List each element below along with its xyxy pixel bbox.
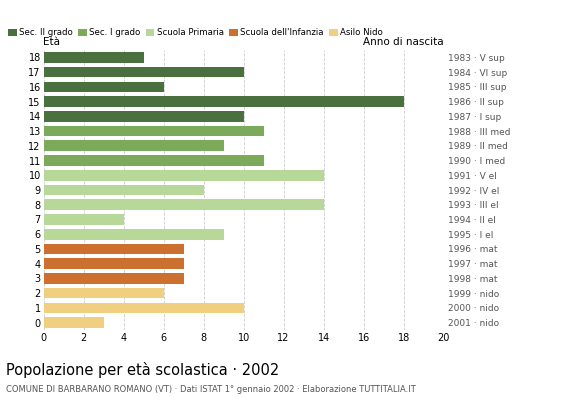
Bar <box>44 229 224 240</box>
Bar <box>44 52 144 63</box>
Text: Anno di nascita: Anno di nascita <box>363 37 444 47</box>
Bar <box>44 200 324 210</box>
Bar <box>44 288 164 298</box>
Bar <box>44 258 184 269</box>
Bar <box>44 214 124 225</box>
Bar <box>44 96 404 107</box>
Bar <box>44 317 103 328</box>
Bar <box>44 185 204 195</box>
Bar <box>44 170 324 180</box>
Legend: Sec. II grado, Sec. I grado, Scuola Primaria, Scuola dell'Infanzia, Asilo Nido: Sec. II grado, Sec. I grado, Scuola Prim… <box>8 28 383 37</box>
Text: Popolazione per età scolastica · 2002: Popolazione per età scolastica · 2002 <box>6 362 279 378</box>
Bar <box>44 273 184 284</box>
Bar <box>44 244 184 254</box>
Bar <box>44 111 244 122</box>
Bar <box>44 155 263 166</box>
Bar <box>44 140 224 151</box>
Bar <box>44 67 244 78</box>
Bar <box>44 302 244 313</box>
Bar <box>44 126 263 136</box>
Bar <box>44 82 164 92</box>
Text: COMUNE DI BARBARANO ROMANO (VT) · Dati ISTAT 1° gennaio 2002 · Elaborazione TUTT: COMUNE DI BARBARANO ROMANO (VT) · Dati I… <box>6 385 415 394</box>
Text: Età: Età <box>44 37 60 47</box>
